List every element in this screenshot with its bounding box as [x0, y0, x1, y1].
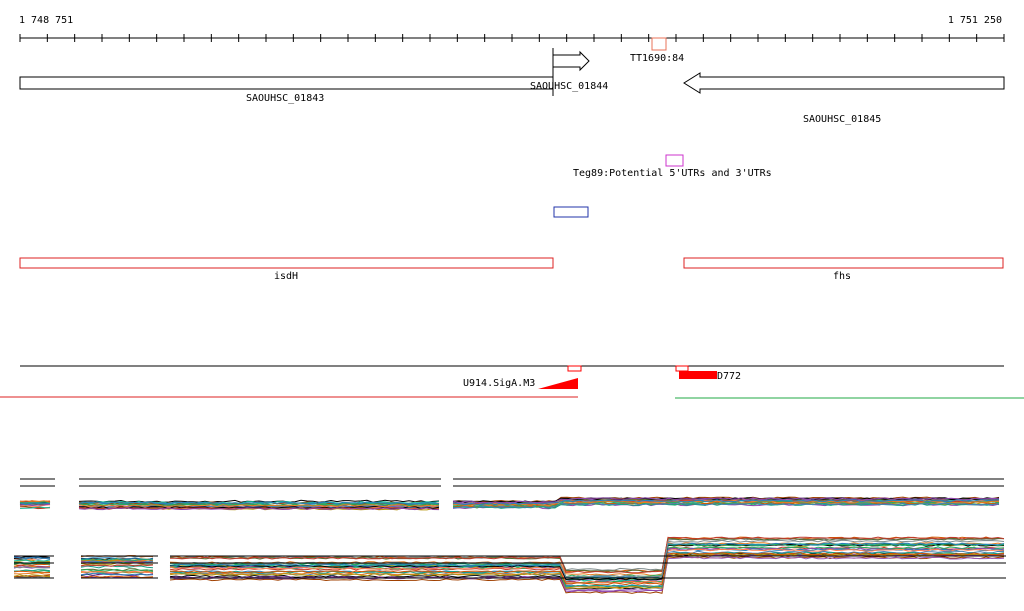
coverage-line [452, 499, 1000, 506]
coverage-line [169, 548, 1005, 584]
gene-label-saouhsc-01845: SAOUHSC_01845 [803, 114, 881, 125]
coverage-line [78, 501, 440, 505]
promoter-left-label: U914.SigA.M3 [463, 378, 535, 389]
coverage-line [80, 564, 154, 567]
coverage-line [13, 572, 51, 575]
coverage-line [78, 500, 440, 505]
coverage-line [13, 574, 51, 577]
operon-label-fhs: fhs [833, 271, 851, 282]
coverage-line [169, 537, 1005, 573]
operon-track: isdH fhs [19, 257, 1004, 282]
coverage-line [19, 506, 51, 509]
gene-saouhsc-01843[interactable] [19, 76, 554, 90]
promoter-track: U914.SigA.M3 D772 [0, 365, 1024, 399]
coverage-track-upper [19, 478, 1004, 511]
coverage-track-lower [13, 536, 1006, 594]
promoter-right-box[interactable] [675, 365, 689, 372]
ruler-ticks [19, 34, 1005, 42]
coverage-line [169, 552, 1005, 586]
coverage-line [19, 501, 51, 504]
coverage-line [80, 568, 154, 572]
gene-label-saouhsc-01843: SAOUHSC_01843 [246, 93, 324, 104]
coverage-line [13, 565, 51, 569]
coverage-line [19, 500, 51, 503]
utr-box[interactable] [665, 154, 684, 167]
terminator-label: TT1690:84 [630, 53, 684, 64]
coverage-line [80, 565, 154, 569]
promoter-left-box[interactable] [567, 365, 582, 372]
position-ruler: 1 748 751 1 751 250 [19, 15, 1005, 42]
terminator-feature: TT1690:84 [630, 37, 684, 64]
coverage-line [78, 507, 440, 511]
coverage-line [13, 556, 51, 559]
operon-label-isdh: isdH [274, 271, 298, 282]
gene-label-saouhsc-01844: SAOUHSC_01844 [530, 81, 608, 92]
coverage-line [169, 553, 1005, 590]
utr-feature: Teg89:Potential 5'UTRs and 3'UTRs [573, 154, 772, 179]
operon-fhs[interactable] [683, 257, 1004, 269]
gene-saouhsc-01845[interactable] [683, 72, 1005, 94]
coverage-line [13, 566, 51, 569]
coverage-line [80, 570, 154, 574]
coverage-line [452, 502, 1000, 509]
operon-isdh[interactable] [19, 257, 554, 269]
ruler-start-label: 1 748 751 [19, 15, 73, 26]
coverage-line [452, 497, 1000, 504]
promoter-right-bar [679, 371, 717, 379]
coverage-line [13, 559, 51, 563]
coverage-line [78, 504, 440, 508]
coverage-line [80, 558, 154, 562]
coverage-line [13, 570, 51, 573]
coverage-line [169, 539, 1005, 578]
utr-label: Teg89:Potential 5'UTRs and 3'UTRs [573, 168, 772, 179]
coverage-line [169, 556, 1005, 594]
coverage-line [170, 536, 1005, 574]
gene-saouhsc-01844[interactable] [552, 50, 590, 72]
coverage-line [19, 502, 51, 506]
promoter-left-wedge [538, 378, 578, 389]
ruler-end-label: 1 751 250 [948, 15, 1002, 26]
promoter-right-label: D772 [717, 371, 741, 382]
coverage-line [80, 572, 154, 576]
blue-feature-box[interactable] [553, 206, 589, 218]
terminator-box[interactable] [651, 37, 667, 51]
gene-track: SAOUHSC_01843 SAOUHSC_01844 SAOUHSC_0184… [19, 48, 1005, 125]
